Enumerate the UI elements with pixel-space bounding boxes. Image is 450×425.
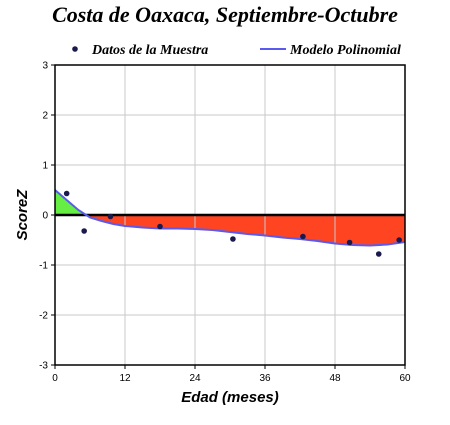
model-series bbox=[54, 189, 406, 247]
legend: Datos de la Muestra Modelo Polinomial bbox=[72, 43, 401, 58]
sample-point bbox=[157, 223, 163, 230]
x-axis-label: Edad (meses) bbox=[181, 389, 279, 406]
y-axis-label: ScoreZ bbox=[14, 189, 31, 241]
sample-series bbox=[63, 190, 402, 257]
x-tick-label: 48 bbox=[329, 373, 341, 384]
y-tick-label: 2 bbox=[42, 111, 48, 122]
x-tick-label: 60 bbox=[399, 373, 411, 384]
y-tick-label: 3 bbox=[42, 61, 48, 72]
chart-grid bbox=[55, 65, 405, 365]
legend-marker-icon bbox=[72, 46, 78, 52]
x-tick-label: 0 bbox=[52, 373, 58, 384]
x-tick-label: 24 bbox=[189, 373, 201, 384]
sample-point bbox=[396, 237, 402, 243]
negative-area bbox=[86, 215, 405, 246]
sample-point bbox=[375, 251, 382, 257]
sample-point bbox=[63, 190, 70, 197]
sample-point bbox=[107, 213, 114, 220]
legend-label-sample: Datos de la Muestra bbox=[91, 43, 208, 58]
sample-point bbox=[300, 233, 306, 240]
model-fill-areas bbox=[55, 190, 405, 246]
y-tick-label: -3 bbox=[39, 361, 48, 372]
sample-point bbox=[230, 236, 236, 242]
chart-title: Costa de Oaxaca, Septiembre-Octubre bbox=[52, 2, 398, 27]
y-tick-label: -1 bbox=[39, 261, 48, 272]
sample-point bbox=[81, 228, 87, 234]
model-curve bbox=[54, 189, 406, 247]
positive-area bbox=[55, 190, 87, 215]
y-tick-label: 0 bbox=[42, 211, 48, 222]
y-tick-label: 1 bbox=[42, 161, 48, 172]
sample-point bbox=[346, 239, 353, 246]
legend-label-model: Modelo Polinomial bbox=[289, 43, 401, 58]
x-tick-label: 12 bbox=[119, 373, 131, 384]
y-tick-label: -2 bbox=[39, 311, 48, 322]
x-tick-label: 36 bbox=[259, 373, 271, 384]
